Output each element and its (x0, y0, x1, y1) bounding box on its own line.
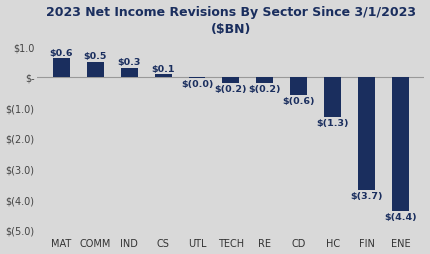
Text: $(1.3): $(1.3) (316, 118, 349, 127)
Bar (154, 74, 172, 77)
Bar (256, 77, 273, 84)
Bar (53, 59, 70, 77)
Bar (87, 62, 104, 77)
Text: $0.1: $0.1 (151, 64, 175, 73)
Text: $(0.6): $(0.6) (283, 97, 315, 106)
Title: 2023 Net Income Revisions By Sector Since 3/1/2023
($BN): 2023 Net Income Revisions By Sector Sinc… (46, 6, 416, 35)
Bar (358, 77, 375, 190)
Text: $(0.0): $(0.0) (181, 80, 213, 89)
Text: $(0.2): $(0.2) (249, 85, 281, 94)
Bar (188, 77, 206, 78)
Text: $(3.7): $(3.7) (350, 191, 383, 200)
Text: $(0.2): $(0.2) (215, 85, 247, 94)
Bar (392, 77, 409, 211)
Bar (121, 68, 138, 77)
Bar (324, 77, 341, 117)
Text: $(4.4): $(4.4) (384, 213, 417, 221)
Bar (222, 77, 240, 84)
Text: $0.6: $0.6 (49, 49, 73, 58)
Text: $0.5: $0.5 (83, 52, 107, 61)
Text: $0.3: $0.3 (117, 58, 141, 67)
Bar (290, 77, 307, 96)
